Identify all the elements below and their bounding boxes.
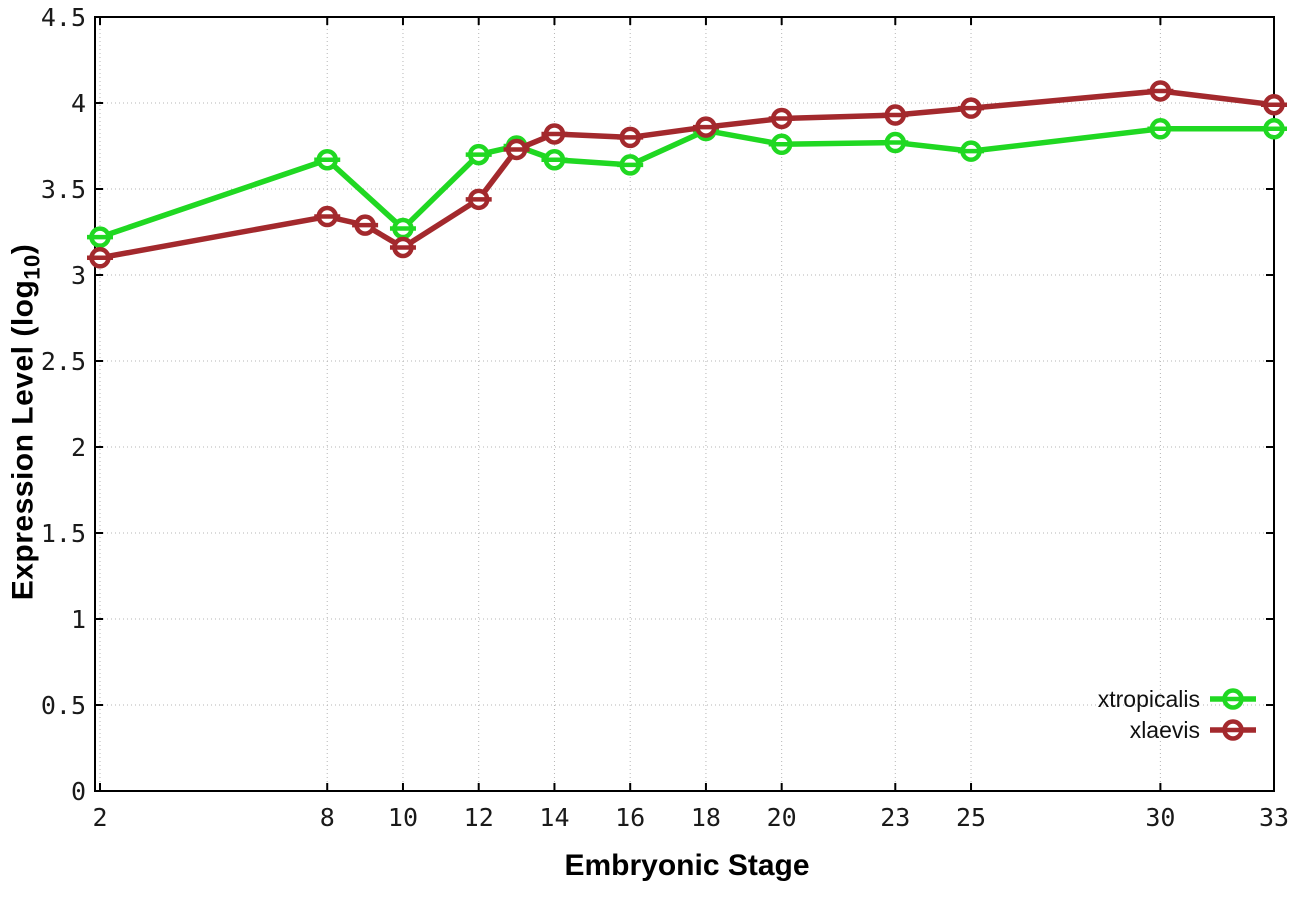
legend-label-xtropicalis: xtropicalis [1097,686,1200,712]
x-tick-label: 23 [880,803,910,832]
legend: xtropicalis xlaevis [1098,686,1256,743]
y-tick-label: 0.5 [41,691,86,720]
legend-marker-xtropicalis-icon [1210,688,1256,710]
plot-border [94,16,1275,792]
x-tick-label: 16 [615,803,645,832]
y-tick-label: 0 [71,777,86,806]
legend-item-xlaevis: xlaevis [1130,717,1256,743]
y-axis-title: Expression Level (log10) [7,244,46,601]
x-tick-label: 25 [956,803,986,832]
x-tick-label: 14 [539,803,569,832]
series-line-xtropicalis [97,126,1277,240]
y-axis-title-close: ) [6,243,40,255]
y-tick-label: 4.5 [41,3,86,32]
y-tick-label: 1.5 [41,519,86,548]
y-tick-label: 2.5 [41,347,86,376]
y-tick-label: 3.5 [41,175,86,204]
x-tick-label: 2 [92,803,107,832]
y-tick-label: 1 [71,605,86,634]
y-tick-label: 4 [71,89,86,118]
y-tick-label: 2 [71,433,86,462]
x-tick-label: 18 [691,803,721,832]
y-tick-label: 3 [71,261,86,290]
x-tick-label: 30 [1145,803,1175,832]
x-axis-title: Embryonic Stage [564,849,810,882]
x-tick-label: 33 [1259,803,1289,832]
x-tick-label: 20 [767,803,797,832]
x-tick-label: 12 [464,803,494,832]
x-tick-label: 10 [388,803,418,832]
legend-marker-xlaevis-icon [1210,719,1256,741]
x-tick-label: 8 [320,803,335,832]
y-axis-title-text: Expression Level (log [6,279,40,601]
legend-item-xtropicalis: xtropicalis [1098,686,1256,712]
y-axis-title-subscript: 10 [19,254,45,280]
legend-label-xlaevis: xlaevis [1129,717,1200,743]
